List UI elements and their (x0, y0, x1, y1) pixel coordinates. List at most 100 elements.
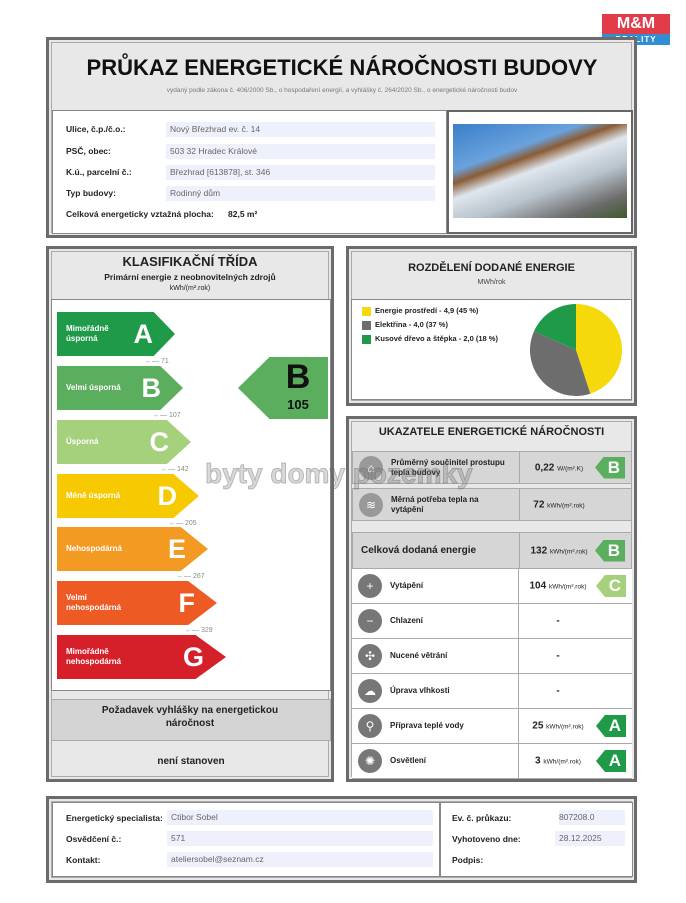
contact-value: ateliersobel@seznam.cz (167, 852, 433, 867)
class-bar-text: Velmi nehospodárná (66, 593, 122, 612)
indicator-value: - (518, 686, 598, 697)
pie-legend-swatch (362, 320, 371, 330)
class-bar-c: Úsporná C (57, 420, 191, 464)
page-subtitle: vydaný podle zákona č. 406/2000 Sb., o h… (166, 87, 518, 94)
class-threshold-value: 267 (192, 573, 205, 580)
class-threshold: ←— 267 (177, 573, 205, 580)
class-bar-g: Mimořádně nehospodárná G (57, 635, 226, 679)
class-threshold-value: 107 (168, 412, 181, 419)
class-bar-text: Úsporná (66, 437, 99, 446)
indicator-number: 104 (529, 580, 547, 592)
distribution-unit: MWh/rok (477, 279, 506, 286)
pie-slice (533, 304, 576, 350)
thermometer-minus-icon: − (358, 609, 382, 633)
class-bar-text: Velmi úsporná (66, 383, 121, 392)
page-title: PRŮKAZ ENERGETICKÉ NÁROČNOSTI BUDOVY (86, 55, 598, 80)
area-value: 82,5 m² (228, 209, 258, 219)
class-threshold: ←— 107 (153, 412, 181, 419)
indicator-number: 0,22 (534, 462, 555, 473)
class-bar-d: Méně úsporná D (57, 474, 199, 518)
class-bar-text: Mimořádně nehospodárná (66, 647, 122, 666)
indicator-name: Nucené větrání (390, 651, 448, 660)
specialist-value: Ctibor Sobel (167, 810, 433, 825)
indicator-class-badge: A (596, 715, 626, 737)
classification-unit: kWh/(m².rok) (169, 285, 211, 292)
result-class-value: 105 (287, 397, 309, 412)
class-bar-text: Mimořádně úsporná (66, 324, 109, 343)
indicator-unit: kWh/(m².rok) (546, 723, 584, 731)
indicator-name: Úprava vlhkosti (390, 686, 450, 695)
indicator-unit: kWh/(m².rok) (547, 502, 585, 509)
pie-legend-swatch (362, 306, 371, 316)
indicator-name: Příprava teplé vody (390, 721, 464, 730)
humidity-icon: ☁ (358, 679, 382, 703)
pie-slice (576, 304, 622, 394)
faucet-icon: ⚲ (358, 714, 382, 738)
pie-slice (530, 331, 591, 396)
area-label: Celková energeticky vztažná plocha: (66, 209, 214, 219)
class-bar-letter: F (178, 588, 196, 618)
indicator-class-badge: C (596, 575, 626, 597)
indicator-name: Osvětlení (390, 756, 427, 765)
date-value: 28.12.2025 (555, 831, 625, 846)
class-bar-b: Velmi úsporná B (57, 366, 183, 410)
building-photo (453, 124, 627, 218)
class-bar-letter: E (167, 534, 186, 564)
class-threshold-value: 205 (184, 520, 197, 527)
street-label: Ulice, č.p./č.o.: (66, 124, 126, 134)
contact-label: Kontakt: (66, 855, 101, 865)
postcode-label: PSČ, obec: (66, 146, 111, 156)
indicator-name: Celková dodaná energie (361, 544, 477, 556)
pie-legend-item: Elektřina - 4,0 (37 %) (362, 320, 448, 330)
indicators-title: UKAZATELE ENERGETICKÉ NÁROČNOSTI (378, 426, 605, 438)
indicator-value: 25 kWh/(m².rok) (518, 721, 598, 732)
class-threshold: ←— 142 (161, 466, 189, 473)
divider (518, 674, 519, 708)
postcode-value: 503 32 Hradec Králové (166, 144, 435, 159)
indicator-value: 0,22 W/(m².K) (519, 462, 599, 473)
house-icon: ⌂ (359, 455, 383, 480)
indicator-row: ≋ Měrná potřeba tepla na vytápění 72 kWh/(… (352, 488, 632, 521)
street-value: Nový Březhrad ev. č. 14 (166, 122, 435, 137)
indicator-unit: kWh/(m².rok) (543, 758, 581, 766)
indicator-value: 132 kWh/(m².rok) (519, 545, 599, 556)
class-bar-a: Mimořádně úsporná A (57, 312, 175, 356)
class-bar-letter: G (182, 642, 204, 672)
class-threshold-value: 142 (176, 466, 189, 473)
class-bar-text: Méně úsporná (66, 491, 121, 500)
class-bar-letter: D (157, 481, 178, 511)
indicator-number: 72 (533, 499, 545, 510)
indicator-number: - (556, 615, 560, 627)
class-bar-f: Velmi nehospodárná F (57, 581, 217, 625)
class-bar-e: Nehospodárná E (57, 527, 208, 571)
class-bar-letter: C (149, 427, 170, 457)
bulb-icon: ✺ (358, 749, 382, 773)
indicator-row: Celková dodaná energie 132 kWh/(m².rok) B (352, 532, 632, 569)
indicator-name: Měrná potřeba tepla na vytápění (391, 494, 479, 514)
divider (518, 639, 519, 673)
divider (518, 569, 519, 603)
indicator-value: 72 kWh/(m².rok) (519, 499, 599, 510)
classification-title: KLASIFIKAČNÍ TŘÍDA (122, 254, 258, 269)
divider (519, 452, 520, 483)
pie-legend-item: Kusové dřevo a štěpka - 2,0 (18 %) (362, 334, 498, 344)
indicator-row: ✣ Nucené větrání - (352, 639, 632, 674)
heat-icon: ≋ (359, 492, 383, 517)
parcel-value: Březhrad [613878], st. 346 (166, 165, 435, 180)
divider (519, 533, 520, 568)
certificate-label: Osvědčení č.: (66, 834, 122, 844)
indicator-unit: W/(m².K) (557, 465, 584, 472)
class-bar-letter: A (133, 319, 154, 349)
classification-subtitle: Primární energie z neobnovitelných zdroj… (104, 272, 276, 282)
indicator-name: Průměrný součinitel prostupu tepla budov… (391, 457, 505, 477)
indicator-row: ☁ Úprava vlhkosti - (352, 674, 632, 709)
date-label: Vyhotoveno dne: (452, 834, 521, 844)
certificate-value: 571 (167, 831, 433, 846)
signature-label: Podpis: (452, 855, 484, 865)
indicator-unit: kWh/(m².rok) (549, 548, 588, 555)
indicator-value: - (518, 651, 598, 662)
pie-legend-label: Kusové dřevo a štěpka - 2,0 (18 %) (375, 334, 498, 343)
result-class-letter: B (285, 358, 311, 396)
building-type-value: Rodinný dům (166, 186, 435, 201)
indicator-row: ⌂ Průměrný součinitel prostupu tepla budo… (352, 451, 632, 484)
